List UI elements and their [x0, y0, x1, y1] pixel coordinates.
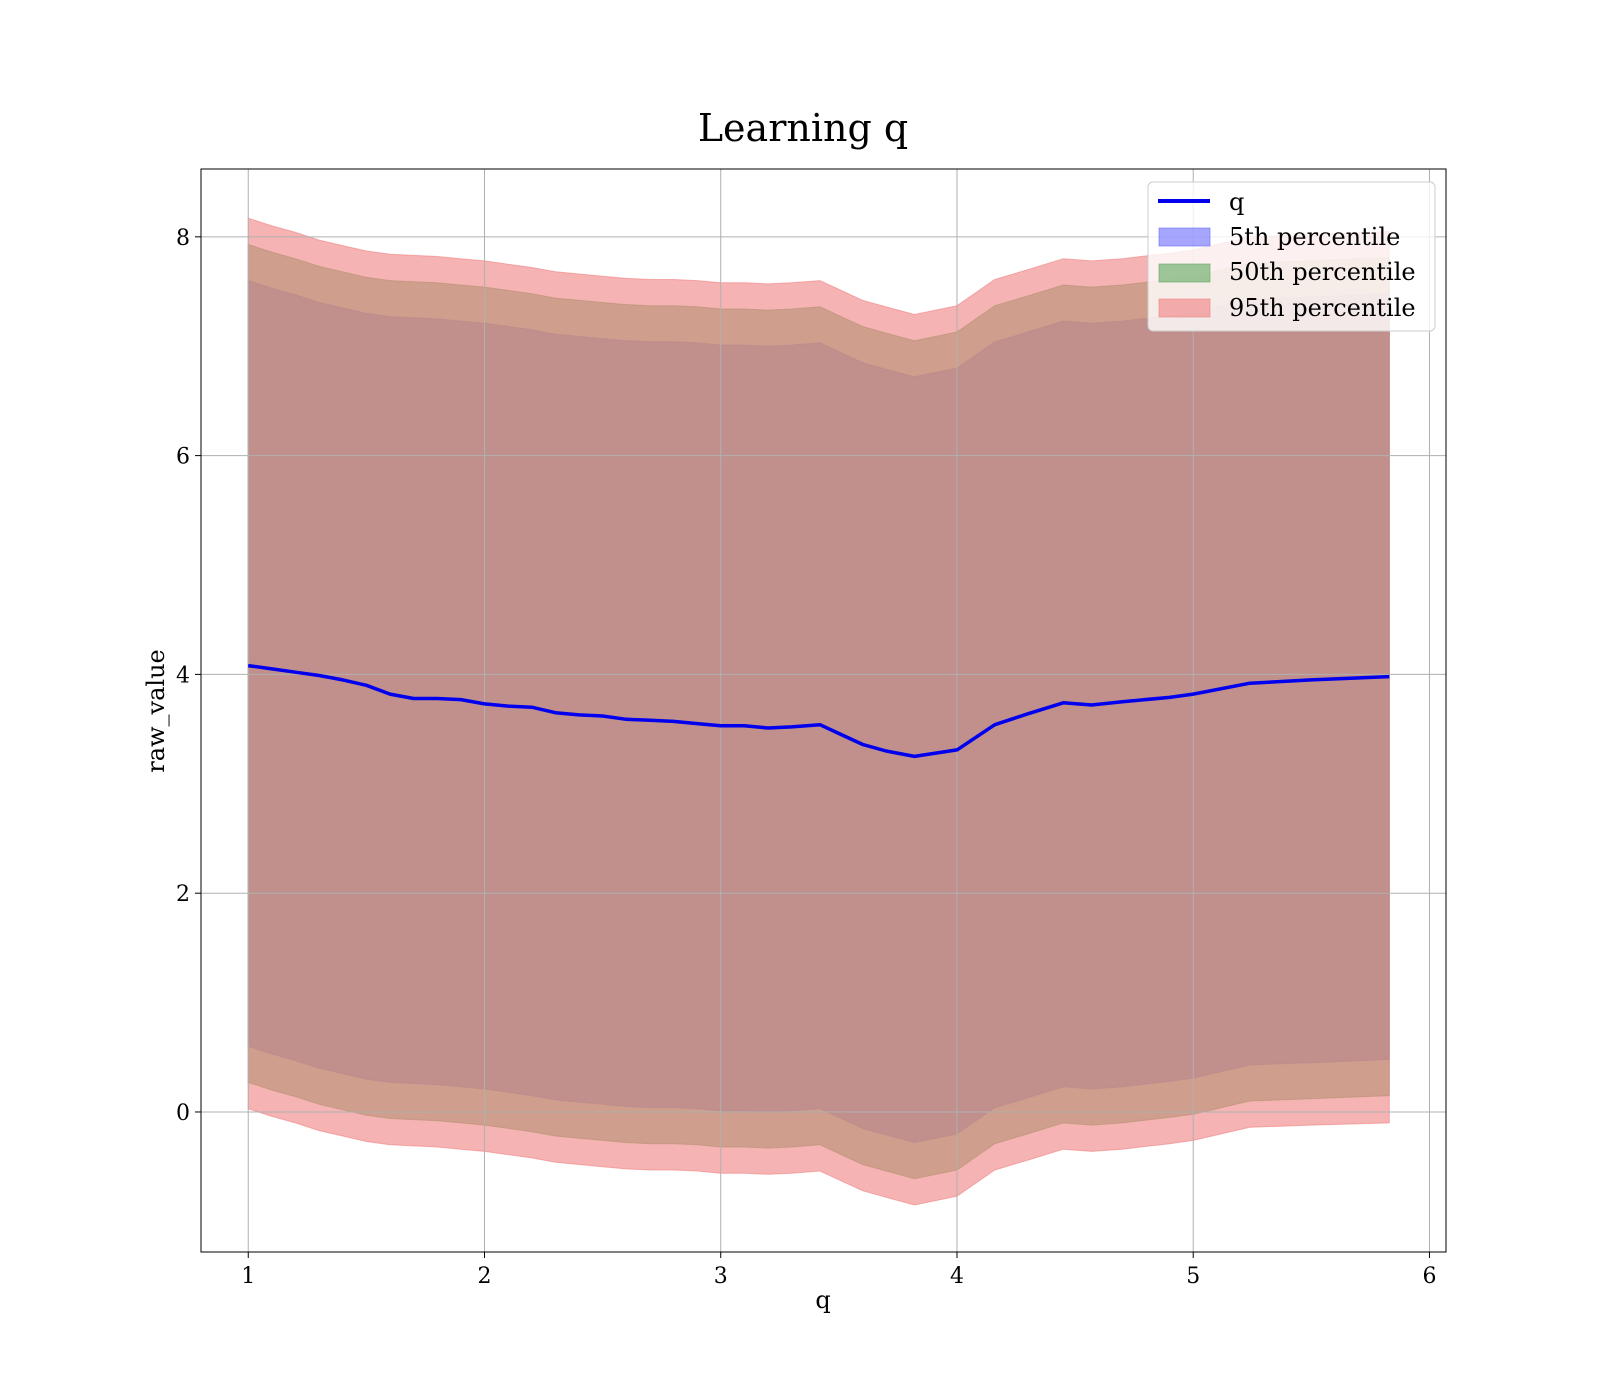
- y-axis-label: raw_value: [142, 649, 170, 773]
- bands-layer: [247, 217, 1390, 1206]
- band-95th-percentile: [247, 217, 1390, 1206]
- y-tick-label: 4: [176, 663, 190, 688]
- x-tick-label: 2: [477, 1264, 491, 1289]
- legend-swatch-95th-percentile: [1158, 298, 1211, 318]
- x-axis: 1 2 3 4 5 6: [241, 1252, 1436, 1289]
- legend-swatch-5th-percentile: [1158, 227, 1211, 247]
- legend-label-95th-percentile: 95th percentile: [1229, 294, 1416, 322]
- y-tick-label: 2: [176, 882, 190, 907]
- series-line-q: [247, 663, 1390, 759]
- x-axis-label: q: [815, 1286, 830, 1314]
- legend: q 5th percentile 50th percentile 95th pe…: [1147, 181, 1436, 332]
- y-tick-label: 0: [176, 1101, 190, 1126]
- x-tick-label: 3: [714, 1264, 728, 1289]
- y-tick-label: 8: [176, 226, 190, 251]
- legend-label-50th-percentile: 50th percentile: [1229, 258, 1416, 286]
- chart-title: Learning q: [698, 106, 908, 150]
- grid-layer: [201, 169, 1446, 1252]
- legend-box: [1147, 181, 1436, 332]
- y-tick-label: 6: [176, 445, 190, 470]
- x-tick-label: 4: [950, 1264, 964, 1289]
- x-tick-label: 5: [1186, 1264, 1200, 1289]
- legend-label-5th-percentile: 5th percentile: [1229, 223, 1400, 251]
- x-tick-label: 6: [1422, 1264, 1436, 1289]
- line-layer: [247, 663, 1390, 759]
- legend-label-q: q: [1229, 188, 1244, 216]
- plot-frame: [200, 168, 1447, 1253]
- y-axis: 0 2 4 6 8: [176, 226, 201, 1126]
- legend-swatch-50th-percentile: [1158, 263, 1211, 283]
- x-tick-label: 1: [241, 1264, 255, 1289]
